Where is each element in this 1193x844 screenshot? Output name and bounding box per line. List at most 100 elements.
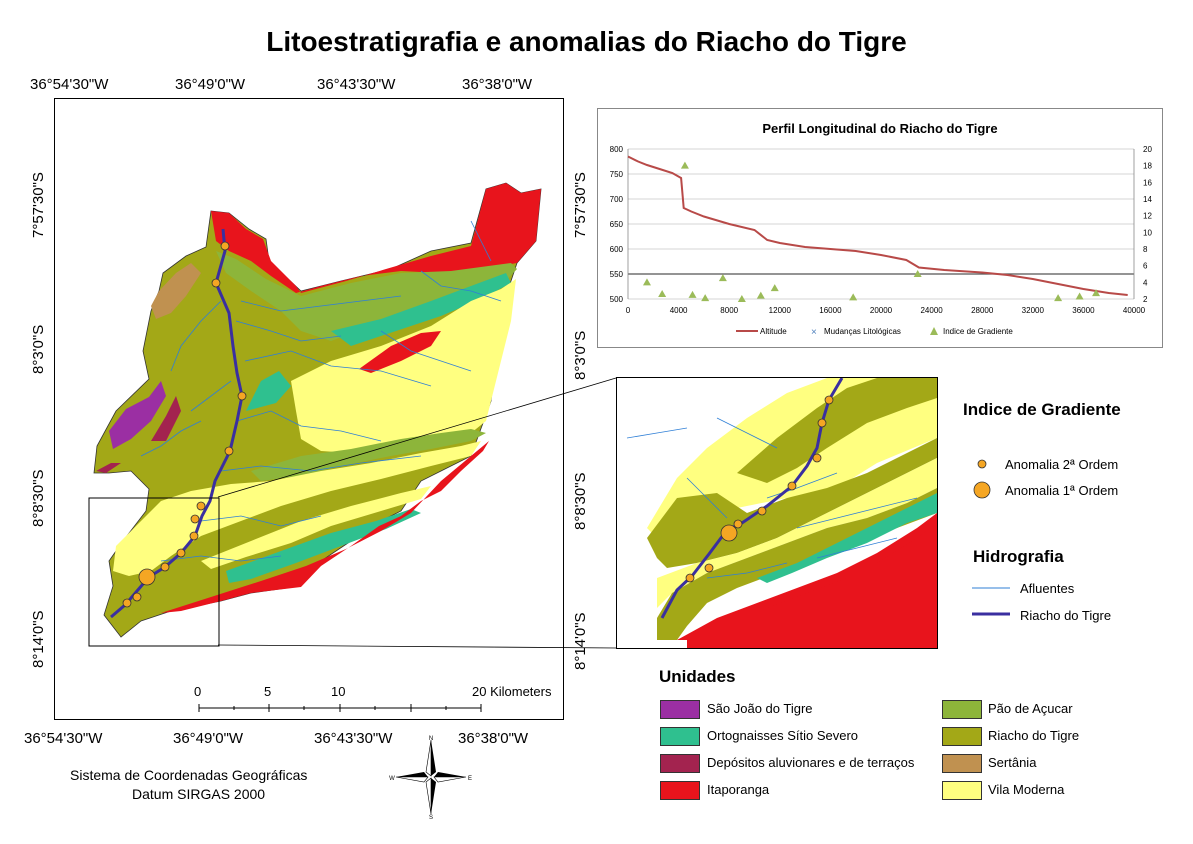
legend-anomalia-1: Anomalia 1ª Ordem bbox=[1005, 483, 1119, 498]
unit-label: São João do Tigre bbox=[707, 701, 813, 716]
gradient-point bbox=[642, 278, 651, 286]
unit-swatch bbox=[660, 754, 700, 773]
legend-gradiente-title: Indice de Gradiente bbox=[963, 400, 1121, 419]
chart-x-tick-label: 40000 bbox=[1123, 306, 1146, 315]
lito-marker-icon: × bbox=[811, 327, 817, 338]
legend-hidrografia-title: Hidrografia bbox=[973, 547, 1064, 566]
legend-altitude: Altitude bbox=[760, 327, 787, 336]
anomaly-2nd-order bbox=[211, 278, 221, 288]
chart-x-tick-label: 28000 bbox=[971, 306, 994, 315]
unit-vila-moderna-east bbox=[291, 279, 516, 453]
legend-unidades-title: Unidades bbox=[659, 667, 736, 686]
chart-x-tick-label: 36000 bbox=[1072, 306, 1095, 315]
zoom-anomaly-markers bbox=[685, 395, 834, 583]
unit-depositos-1 bbox=[151, 396, 181, 441]
inset-extent-box bbox=[88, 497, 220, 647]
gradient-point bbox=[718, 274, 727, 282]
unit-swatch bbox=[660, 781, 700, 800]
anomaly-2nd-order bbox=[132, 592, 142, 602]
legend-afluentes: Afluentes bbox=[1020, 581, 1075, 596]
unit-sertania bbox=[151, 263, 201, 319]
chart-y2-ticks: 2 4 6 8 10 12 14 16 18 20 bbox=[1143, 145, 1152, 304]
tributaries bbox=[140, 220, 502, 562]
chart-y-tick-label: 800 bbox=[610, 145, 624, 154]
bottom-tick-1: 36°54'30"W bbox=[24, 730, 103, 747]
bottom-tick-2: 36°49'0"W bbox=[173, 730, 244, 747]
crs-line-2: Datum SIRGAS 2000 bbox=[132, 786, 266, 802]
chart-x-tick-label: 12000 bbox=[769, 306, 792, 315]
chart-x-ticks: 0 4000 8000 12000 16000 20000 24000 28000 32000 3… bbox=[626, 306, 1146, 315]
unit-swatch bbox=[942, 727, 982, 746]
chart-grid bbox=[627, 148, 1135, 300]
top-tick-1: 36°54'30"W bbox=[30, 76, 109, 93]
scale-label-0: 0 bbox=[194, 684, 202, 699]
unit-ortognaisses-south bbox=[226, 509, 421, 583]
scale-label-20: 20 Kilometers bbox=[472, 684, 552, 699]
anomaly-2nd-order bbox=[190, 514, 200, 524]
anomaly-2nd-order bbox=[189, 531, 199, 541]
profile-chart: Perfil Longitudinal do Riacho do Tigre 5… bbox=[610, 121, 1153, 338]
chart-y-tick-label: 600 bbox=[610, 245, 624, 254]
unit-itaporanga-north bbox=[211, 183, 541, 293]
unit-label: Ortognaisses Sítio Severo bbox=[707, 728, 859, 743]
zoom-riacho-band-mid bbox=[647, 438, 937, 568]
unit-itaporanga-middle bbox=[359, 331, 441, 373]
chart-x-tick-label: 0 bbox=[626, 306, 631, 315]
zoom-vila-moderna-mid bbox=[657, 458, 937, 608]
unit-swatch bbox=[942, 754, 982, 773]
chart-y2-tick-label: 10 bbox=[1143, 228, 1152, 237]
chart-y2-tick-label: 16 bbox=[1143, 178, 1152, 187]
chart-y-tick-label: 500 bbox=[610, 295, 624, 304]
zoom-riacho-band-north bbox=[737, 378, 937, 483]
unit-pao-de-acucar-south bbox=[251, 429, 486, 481]
compass-s: S bbox=[429, 815, 433, 820]
chart-x-tick-label: 16000 bbox=[819, 306, 842, 315]
gradient-point bbox=[770, 284, 779, 292]
anomaly-2nd-order bbox=[237, 391, 247, 401]
unit-label: Riacho do Tigre bbox=[988, 728, 1080, 743]
chart-y2-tick-label: 2 bbox=[1143, 295, 1148, 304]
anomaly-1-icon bbox=[973, 481, 991, 499]
legend-mudancas: Mudanças Litológicas bbox=[824, 327, 901, 336]
main-map[interactable] bbox=[54, 98, 564, 720]
compass-e: E bbox=[468, 776, 472, 782]
crs-line-1: Sistema de Coordenadas Geográficas bbox=[70, 767, 308, 783]
unit-pao-de-acucar bbox=[216, 251, 517, 341]
top-tick-4: 36°38'0"W bbox=[462, 76, 533, 93]
unit-label: Itaporanga bbox=[707, 782, 770, 797]
compass-n: N bbox=[429, 736, 433, 742]
unit-swatch bbox=[942, 700, 982, 719]
unit-ortognaisses-west bbox=[246, 371, 291, 411]
unit-vila-moderna-west bbox=[113, 441, 481, 576]
chart-x-tick-label: 4000 bbox=[670, 306, 688, 315]
chart-y2-tick-label: 8 bbox=[1143, 245, 1148, 254]
unit-vila-moderna-south bbox=[201, 486, 431, 569]
zoom-inset-map[interactable] bbox=[616, 377, 938, 649]
top-tick-3: 36°43'30"W bbox=[317, 76, 396, 93]
chart-y2-tick-label: 14 bbox=[1143, 195, 1152, 204]
scale-label-5: 5 bbox=[264, 684, 272, 699]
gradient-series-points bbox=[642, 161, 1101, 302]
legend-anomaly-icons bbox=[973, 459, 991, 499]
gradient-point bbox=[688, 290, 697, 298]
chart-x-tick-label: 32000 bbox=[1022, 306, 1045, 315]
page-title: Litoestratigrafia e anomalias do Riacho … bbox=[266, 26, 907, 57]
anomaly-2nd-order bbox=[220, 241, 230, 251]
anomaly-2nd-order bbox=[224, 446, 234, 456]
unit-label: Pão de Açucar bbox=[988, 701, 1073, 716]
gradient-point bbox=[1092, 289, 1101, 297]
gradient-marker-icon bbox=[930, 327, 938, 335]
north-arrow-icon: N S E W bbox=[389, 736, 472, 820]
altitude-series-line bbox=[627, 155, 1128, 296]
unit-depositos-2 bbox=[96, 463, 121, 473]
chart-y-tick-label: 650 bbox=[610, 220, 624, 229]
legend-anomalia-2: Anomalia 2ª Ordem bbox=[1005, 457, 1119, 472]
anomaly-2-icon bbox=[977, 459, 987, 469]
profile-chart-panel: Perfil Longitudinal do Riacho do Tigre 5… bbox=[597, 108, 1163, 348]
legend-hydro-icons bbox=[972, 587, 1010, 616]
unit-label: Sertânia bbox=[988, 755, 1037, 770]
anomaly-markers bbox=[122, 241, 247, 608]
anomaly-2nd-order bbox=[122, 598, 132, 608]
scale-bar bbox=[198, 704, 482, 712]
